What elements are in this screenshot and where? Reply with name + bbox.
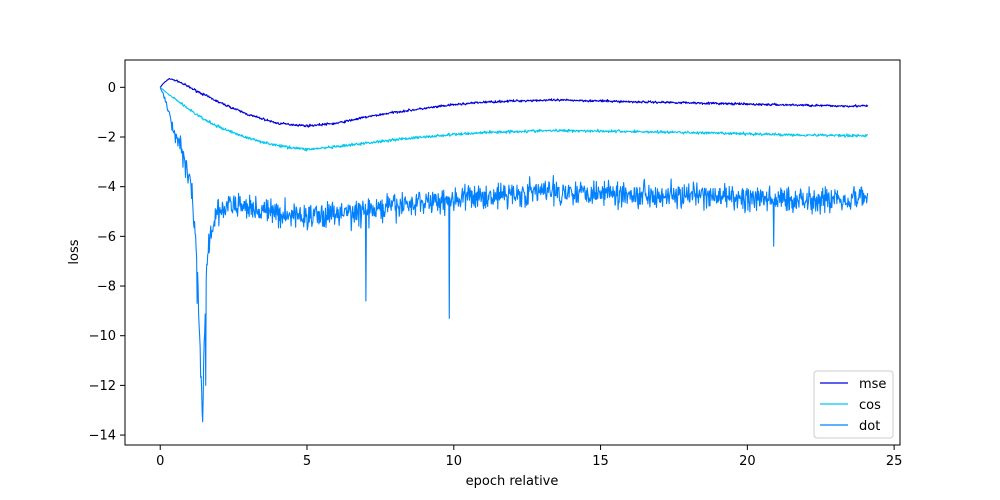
legend-label-mse: mse	[859, 377, 886, 392]
series-line-mse	[159, 77, 869, 128]
x-tick-label: 0	[156, 454, 164, 469]
x-tick-label: 15	[592, 454, 609, 469]
plot-frame	[124, 59, 901, 446]
y-tick-label: −2	[97, 131, 116, 146]
x-axis-label: epoch relative	[466, 474, 559, 489]
y-tick-label: −6	[97, 230, 116, 245]
x-tick-label: 25	[886, 454, 903, 469]
legend-label-dot: dot	[859, 419, 880, 434]
legend-label-cos: cos	[859, 398, 881, 413]
x-axis: 0 5 10 15 20 25	[156, 445, 902, 469]
x-tick-label: 10	[446, 454, 463, 469]
series-line-cos	[159, 86, 869, 152]
y-tick-label: −14	[89, 429, 116, 444]
y-tick-label: −8	[97, 280, 116, 295]
y-tick-label: 0	[108, 81, 116, 96]
x-tick-label: 5	[303, 454, 311, 469]
legend-box	[813, 370, 894, 439]
y-axis-label: loss	[67, 239, 82, 264]
y-tick-label: −4	[97, 180, 116, 195]
y-axis: 0 −2 −4 −6 −8 −10 −12 −14	[89, 81, 125, 444]
x-tick-label: 20	[739, 454, 756, 469]
series-layer	[159, 77, 869, 423]
y-tick-label: −12	[89, 379, 116, 394]
series-line-dot	[159, 87, 869, 423]
legend: mse cos dot	[813, 370, 894, 439]
y-tick-label: −10	[89, 329, 116, 344]
